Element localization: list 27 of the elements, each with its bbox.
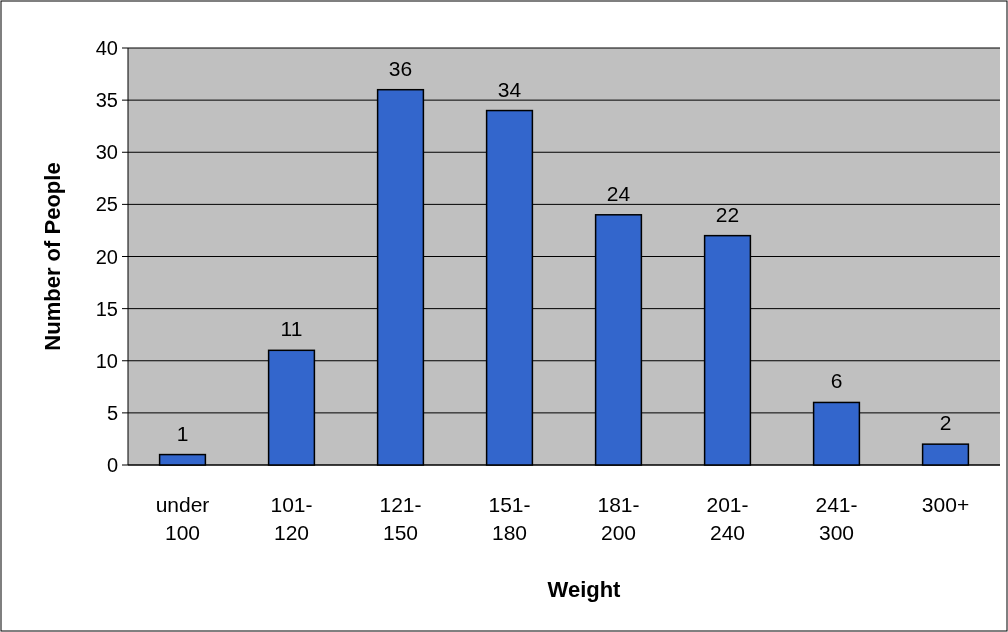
data-label: 34	[497, 77, 522, 101]
x-tick-label: under 100	[155, 493, 210, 544]
data-label: 6	[830, 369, 843, 393]
y-tick-label: 30	[95, 141, 118, 164]
y-tick-label: 40	[95, 37, 118, 59]
x-tick-label: 181-200	[597, 493, 640, 544]
x-axis-title: Weight	[547, 577, 622, 602]
x-tick-label: 201-240	[706, 493, 749, 544]
y-tick-label: 10	[95, 349, 118, 372]
x-tick-label: 151-180	[488, 493, 531, 544]
data-label: 22	[715, 202, 740, 226]
y-tick-label: 0	[106, 454, 118, 476]
x-tick-label: 241-300	[815, 493, 858, 544]
y-tick-label: 15	[95, 297, 118, 320]
data-label: 1	[176, 421, 189, 445]
data-label: 24	[606, 181, 631, 205]
x-tick-label: 300+	[921, 493, 970, 516]
x-tick-label: 101-120	[270, 493, 313, 544]
x-tick-label: 121-150	[379, 493, 422, 544]
y-tick-label: 5	[106, 401, 118, 424]
y-axis-title: Number of People	[40, 162, 65, 351]
data-label: 11	[280, 317, 303, 341]
data-label: 2	[939, 411, 952, 435]
y-tick-label: 20	[95, 245, 118, 268]
y-tick-label: 25	[95, 193, 118, 216]
y-tick-label: 35	[95, 89, 118, 112]
data-label: 36	[388, 56, 413, 80]
